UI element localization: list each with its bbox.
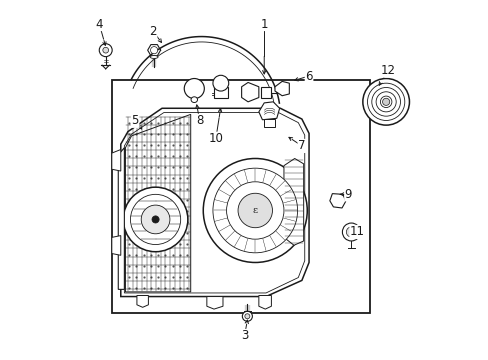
Polygon shape	[112, 235, 121, 255]
Text: 6: 6	[305, 69, 312, 82]
Bar	[214, 87, 227, 98]
Circle shape	[342, 223, 360, 241]
Circle shape	[184, 78, 204, 99]
Circle shape	[371, 87, 400, 116]
Text: 4: 4	[95, 18, 103, 31]
Text: ε: ε	[252, 206, 257, 215]
Text: 2: 2	[149, 25, 157, 38]
Text: 9: 9	[344, 188, 351, 201]
Text: 10: 10	[208, 132, 223, 145]
Ellipse shape	[150, 55, 158, 58]
Text: 3: 3	[240, 329, 248, 342]
Polygon shape	[206, 297, 223, 309]
Polygon shape	[258, 296, 271, 309]
Circle shape	[130, 194, 180, 244]
Circle shape	[212, 168, 297, 253]
Circle shape	[99, 44, 112, 57]
Text: 1: 1	[260, 18, 267, 31]
Circle shape	[242, 311, 252, 321]
Text: 5: 5	[131, 114, 139, 127]
Text: 8: 8	[196, 114, 203, 127]
Circle shape	[367, 83, 404, 121]
Circle shape	[380, 96, 391, 108]
Circle shape	[226, 182, 284, 239]
Polygon shape	[121, 108, 308, 297]
Circle shape	[212, 75, 228, 91]
Polygon shape	[284, 158, 303, 245]
Circle shape	[141, 205, 169, 234]
Bar	[264, 119, 274, 127]
Circle shape	[382, 98, 389, 105]
Text: 12: 12	[380, 64, 395, 77]
Polygon shape	[241, 82, 258, 102]
Ellipse shape	[191, 97, 197, 103]
Polygon shape	[125, 114, 190, 292]
Polygon shape	[329, 194, 345, 208]
Polygon shape	[112, 149, 121, 171]
Polygon shape	[274, 81, 289, 96]
Circle shape	[123, 187, 187, 252]
Circle shape	[238, 193, 272, 228]
Bar	[112, 80, 369, 313]
Text: 11: 11	[349, 225, 364, 238]
Polygon shape	[118, 148, 124, 289]
Circle shape	[244, 314, 249, 319]
Text: 7: 7	[298, 139, 305, 152]
Polygon shape	[137, 296, 148, 307]
Circle shape	[203, 158, 306, 262]
Circle shape	[346, 227, 356, 237]
Circle shape	[102, 47, 108, 53]
Circle shape	[375, 92, 395, 112]
Bar	[260, 87, 270, 98]
Circle shape	[150, 46, 158, 54]
Circle shape	[152, 216, 159, 223]
Circle shape	[362, 78, 408, 125]
Polygon shape	[258, 102, 279, 120]
